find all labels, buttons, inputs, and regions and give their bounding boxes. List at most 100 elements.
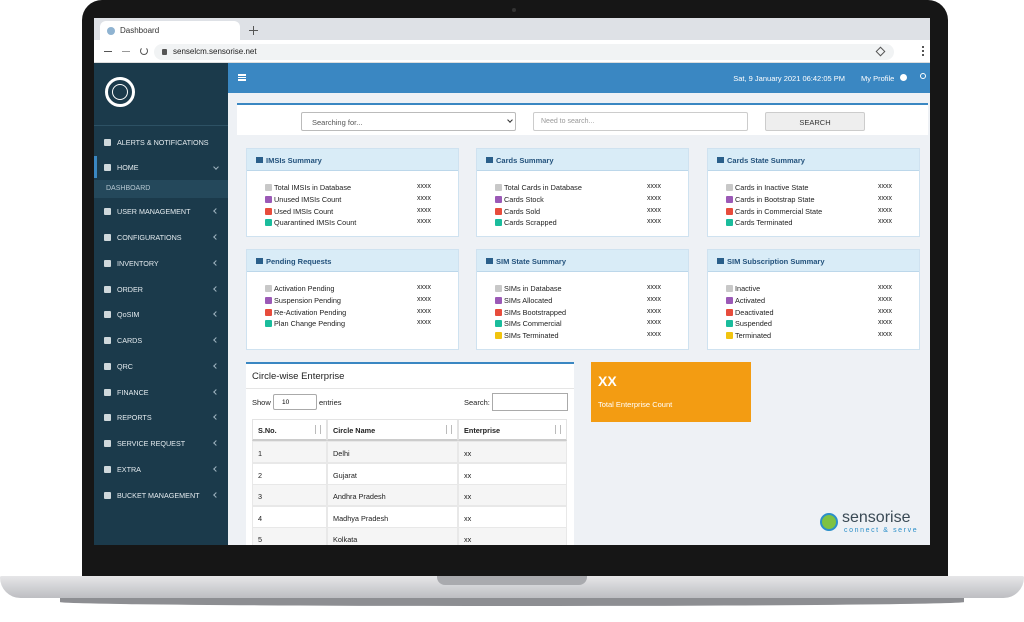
url-field[interactable] <box>154 44 894 60</box>
legend-swatch <box>495 320 502 328</box>
nav-chevron <box>213 414 219 420</box>
column-header[interactable]: S.No. <box>252 419 327 441</box>
item-value: xxxx <box>878 307 892 315</box>
legend-swatch <box>495 184 502 191</box>
back-button[interactable] <box>104 51 112 52</box>
forward-button[interactable] <box>122 51 130 52</box>
table-cell: 2 <box>252 462 327 485</box>
item-label: Cards in Bootstrap State <box>735 194 815 204</box>
reload-button[interactable] <box>140 47 148 55</box>
legend-swatch <box>265 219 272 227</box>
search-select[interactable]: Searching for... <box>301 112 516 131</box>
nav-chevron <box>213 208 219 214</box>
nav-item[interactable]: SERVICE REQUEST <box>117 439 186 448</box>
legend-swatch <box>265 285 272 292</box>
table-search[interactable] <box>492 393 568 411</box>
item-label: Unused IMSIs Count <box>274 194 342 204</box>
item-value: xxxx <box>417 295 431 303</box>
table-cell: 1 <box>252 441 327 463</box>
table-cell: 4 <box>252 505 327 528</box>
legend-swatch <box>726 332 733 340</box>
search-label: Search: <box>464 398 490 407</box>
nav-item[interactable]: ALERTS & NOTIFICATIONS <box>117 138 209 147</box>
table-cell: xx <box>458 505 567 528</box>
item-label: Cards Stock <box>504 194 544 204</box>
card-icon <box>717 258 724 264</box>
legend-swatch <box>726 219 733 227</box>
summary-card: Cards State Summary Cards in Inactive Sta… <box>707 148 920 237</box>
legend-swatch <box>726 207 733 215</box>
kpi-value: XX <box>598 373 617 389</box>
active-marker <box>94 156 97 178</box>
nav-item[interactable]: BUCKET MANAGEMENT <box>117 491 200 500</box>
summary-card: Cards Summary Total Cards in Database xxxx… <box>476 148 689 237</box>
item-label: SIMs Bootstrapped <box>504 307 567 317</box>
card-header <box>247 250 458 272</box>
new-tab[interactable] <box>253 26 254 35</box>
browser-menu[interactable] <box>922 46 924 56</box>
item-value: xxxx <box>417 218 431 226</box>
nav-icon <box>104 234 111 241</box>
nav-icon <box>104 492 111 499</box>
sidebar: ALERTS & NOTIFICATIONS HOME DASHBOARD USER … <box>94 63 228 545</box>
nav-item[interactable]: USER MANAGEMENT <box>117 207 191 216</box>
nav-item[interactable]: QRC <box>117 362 133 371</box>
column-header[interactable]: Circle Name <box>327 419 458 441</box>
nav-item[interactable]: REPORTS <box>117 413 152 422</box>
nav-icon <box>104 337 111 344</box>
table-cell: Delhi <box>327 441 458 463</box>
item-label: Terminated <box>735 331 772 341</box>
submenu <box>94 180 228 198</box>
nav-item[interactable]: QoSIM <box>117 310 140 319</box>
search-input[interactable]: Need to search... <box>533 112 748 131</box>
item-value: xxxx <box>417 319 431 327</box>
base-notch <box>437 576 587 585</box>
item-value: xxxx <box>878 331 892 339</box>
nav-item[interactable]: CARDS <box>117 336 143 345</box>
item-label: SIMs Allocated <box>504 295 553 305</box>
nav-chevron <box>213 286 219 292</box>
nav-item[interactable]: HOME <box>117 163 139 172</box>
card-icon <box>256 258 263 264</box>
nav-item[interactable]: INVENTORY <box>117 259 159 268</box>
nav-item[interactable]: FINANCE <box>117 388 149 397</box>
menu-toggle[interactable] <box>238 77 246 78</box>
column-header[interactable]: Enterprise <box>458 419 567 441</box>
item-label: Deactivated <box>735 307 774 317</box>
item-label: Activation Pending <box>274 284 335 293</box>
nav-subitem[interactable]: DASHBOARD <box>106 185 151 192</box>
card-title: IMSIs Summary <box>266 156 322 165</box>
item-value: xxxx <box>878 319 892 327</box>
menu-toggle[interactable] <box>238 74 246 81</box>
tab-strip <box>94 18 930 40</box>
item-label: SIMs in Database <box>504 284 562 293</box>
page-size-select[interactable]: 10 <box>273 394 317 410</box>
card-title: Cards State Summary <box>727 156 805 165</box>
show-label: Show <box>252 398 271 407</box>
search-button[interactable]: SEARCH <box>765 112 865 131</box>
search-icon[interactable] <box>920 73 926 79</box>
item-value: xxxx <box>878 194 892 202</box>
lock-icon <box>162 49 167 55</box>
nav-item[interactable]: ORDER <box>117 285 143 294</box>
nav-chevron <box>213 164 219 170</box>
kpi-box: XX Total Enterprise Count <box>591 362 751 422</box>
item-label: SIMs Commercial <box>504 319 562 329</box>
nav-item[interactable]: EXTRA <box>117 465 141 474</box>
card-header <box>247 149 458 171</box>
nav-icon <box>104 414 111 421</box>
item-value: xxxx <box>417 307 431 315</box>
favicon <box>107 27 115 35</box>
nav-icon <box>104 466 111 473</box>
card-header <box>708 149 919 171</box>
legend-swatch <box>726 320 733 328</box>
card-title: SIM State Summary <box>496 257 567 266</box>
profile-menu[interactable]: My Profile <box>861 74 895 83</box>
sort-icon <box>315 425 321 434</box>
item-value: xxxx <box>417 284 431 291</box>
card-title: Pending Requests <box>266 257 332 266</box>
browser-tab[interactable] <box>100 21 240 40</box>
nav-icon <box>104 208 111 215</box>
nav-item[interactable]: CONFIGURATIONS <box>117 233 182 242</box>
table-cell: 5 <box>252 527 327 545</box>
